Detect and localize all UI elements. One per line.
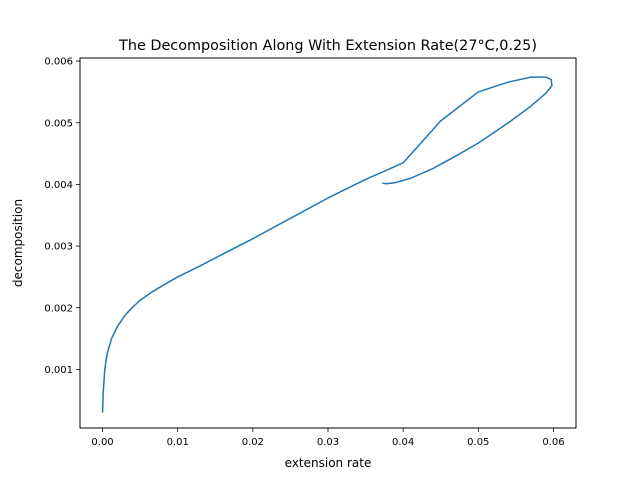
series-line-0 <box>101 76 553 413</box>
y-tick-label: 0.003 <box>44 242 73 253</box>
y-tick-label: 0.004 <box>44 180 73 191</box>
x-tick-label: 0.05 <box>467 437 489 448</box>
plot-area <box>101 76 553 413</box>
x-tick-label: 0.04 <box>392 437 414 448</box>
y-axis-label: decomposition <box>11 199 25 287</box>
x-axis-label: extension rate <box>285 456 372 470</box>
y-tick-label: 0.006 <box>44 57 73 68</box>
x-tick-label: 0.02 <box>242 437 264 448</box>
x-tick-label: 0.00 <box>91 437 113 448</box>
y-axis: 0.001 0.002 0.003 0.004 0.005 0.006 <box>44 57 80 376</box>
y-tick-label: 0.002 <box>44 303 73 314</box>
x-tick-label: 0.06 <box>542 437 564 448</box>
y-tick-label: 0.001 <box>44 365 73 376</box>
x-axis: 0.00 0.01 0.02 0.03 0.04 0.05 0.06 <box>91 428 565 448</box>
x-tick-label: 0.01 <box>167 437 189 448</box>
x-tick-label: 0.03 <box>317 437 339 448</box>
chart-title: The Decomposition Along With Extension R… <box>118 38 537 54</box>
y-tick-label: 0.005 <box>44 118 73 129</box>
